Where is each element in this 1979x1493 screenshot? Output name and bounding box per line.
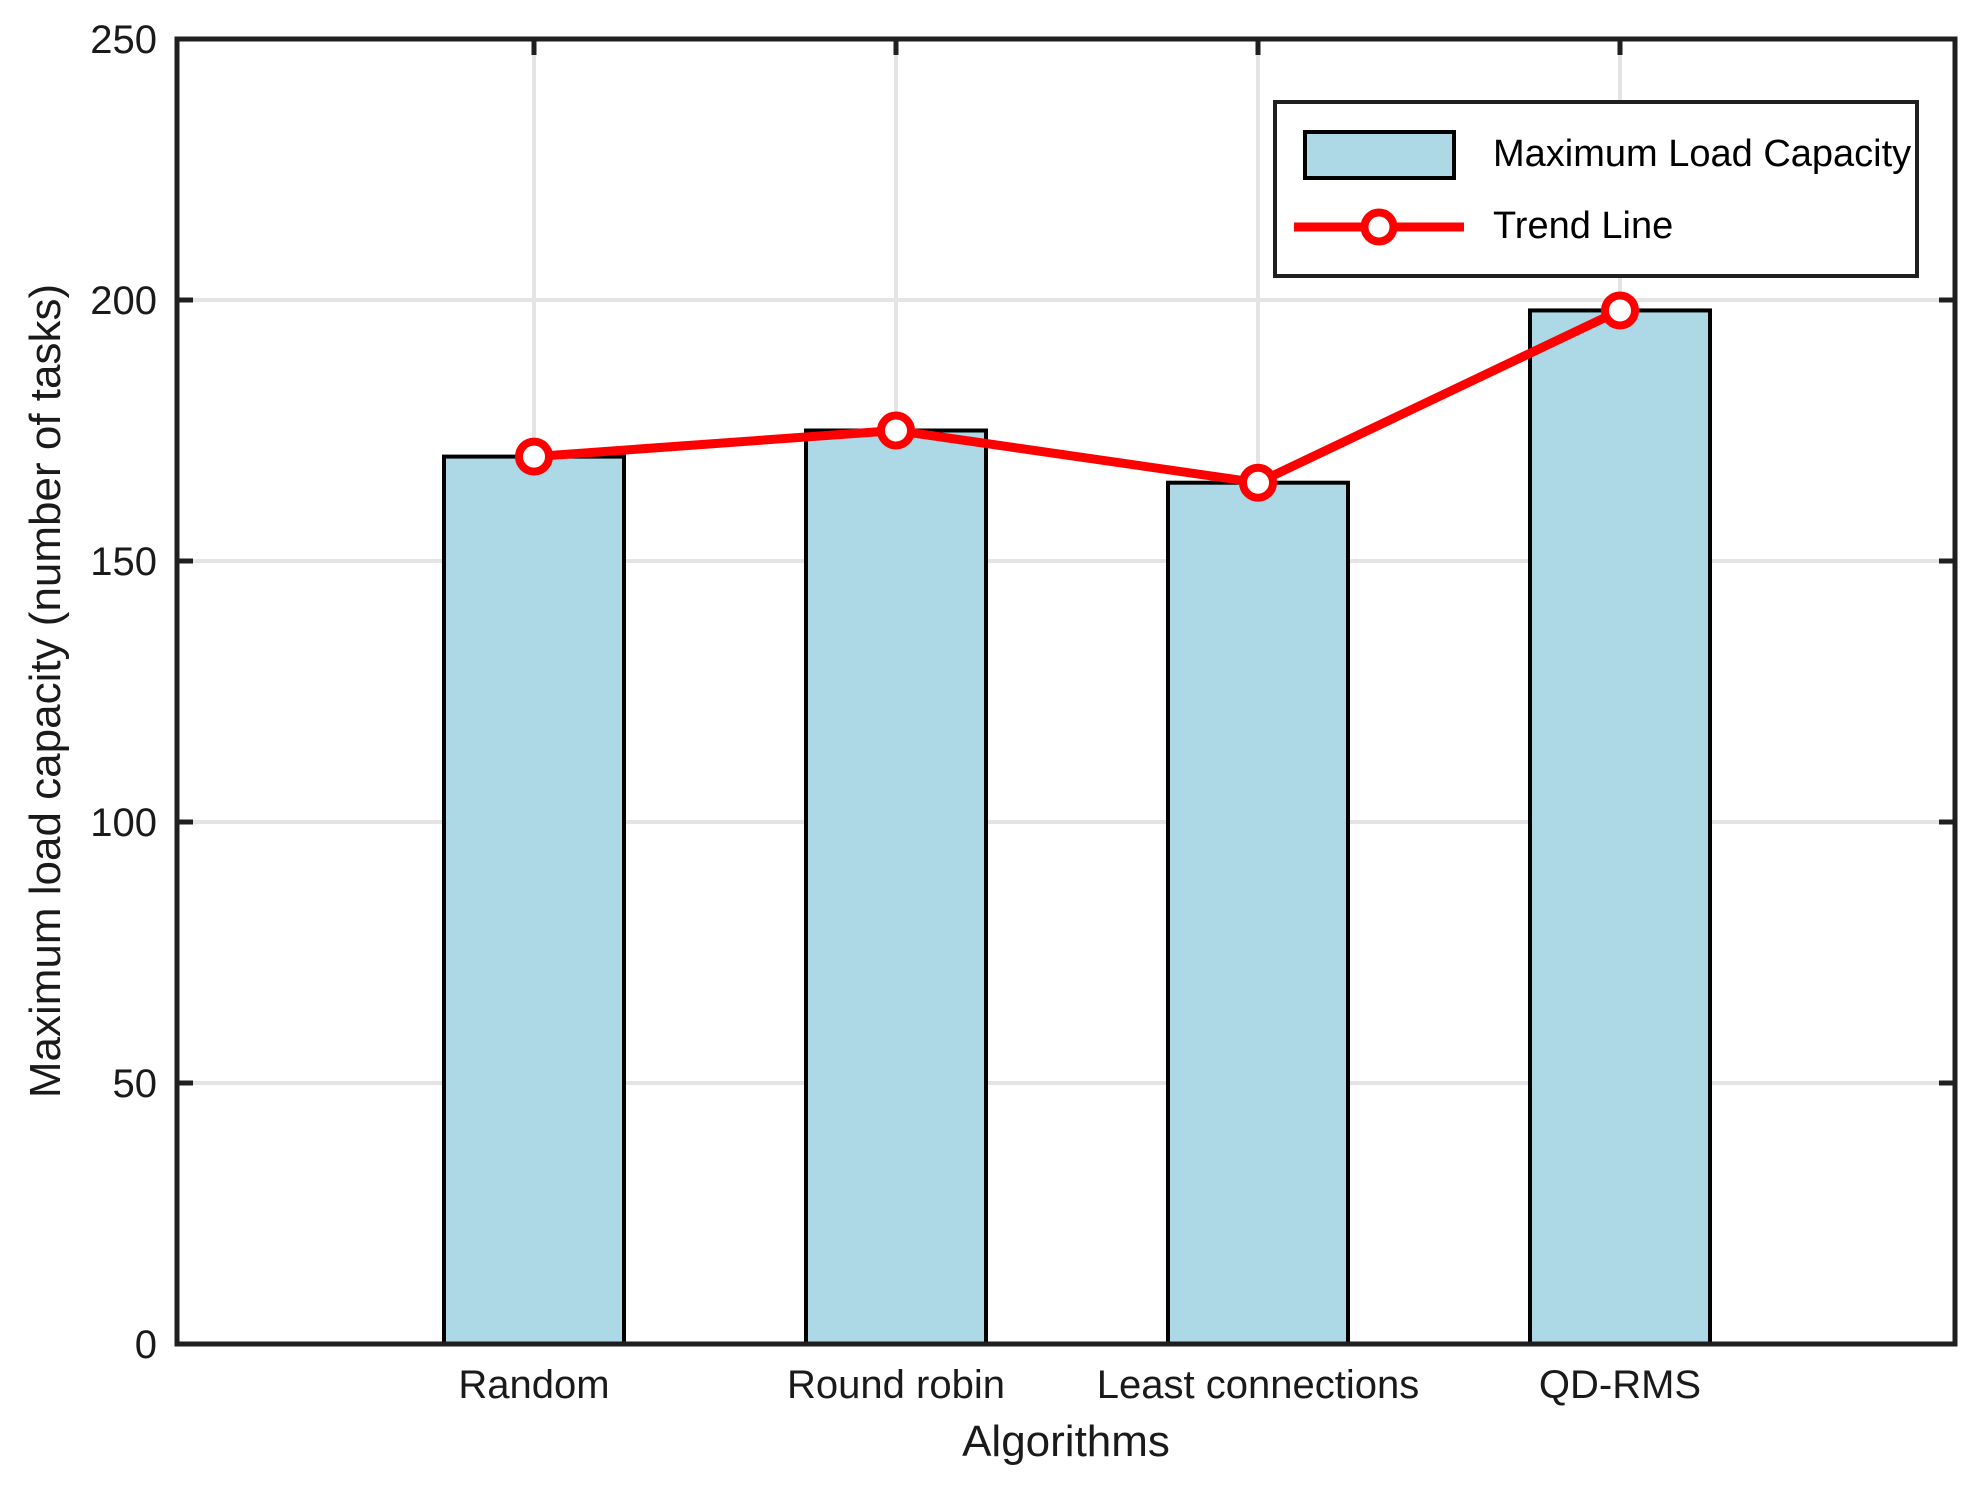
y-tick-label: 150 bbox=[90, 540, 157, 584]
y-tick-label: 100 bbox=[90, 801, 157, 845]
x-axis-label: Algorithms bbox=[962, 1417, 1170, 1466]
axes-border bbox=[174, 36, 1958, 1347]
bar-random bbox=[442, 454, 626, 1347]
trend-marker-least-connections bbox=[1239, 463, 1277, 502]
x-tick-label-qd-rms: QD-RMS bbox=[1539, 1363, 1701, 1407]
x-tick-label-random: Random bbox=[458, 1363, 609, 1407]
y-tick-label: 50 bbox=[113, 1062, 158, 1106]
legend-item-max-load-capacity: Maximum Load Capacity bbox=[1277, 129, 1915, 180]
trend-marker-round-robin bbox=[877, 411, 915, 450]
line-marker-icon bbox=[1294, 207, 1464, 247]
legend: Maximum Load Capacity Trend Line bbox=[1273, 100, 1919, 278]
x-tick-label-round-robin: Round robin bbox=[787, 1363, 1005, 1407]
trend-line bbox=[533, 306, 1622, 488]
y-tick-label: 200 bbox=[90, 279, 157, 323]
legend-label: Trend Line bbox=[1493, 205, 1674, 248]
bar-least-connections bbox=[1166, 480, 1350, 1346]
trend-marker-random bbox=[515, 437, 553, 476]
legend-circle-marker-icon bbox=[1360, 208, 1398, 246]
legend-label: Maximum Load Capacity bbox=[1493, 133, 1912, 176]
y-tick-label: 250 bbox=[90, 18, 157, 62]
bar-qd-rms bbox=[1528, 308, 1712, 1347]
legend-line-swatch-icon bbox=[1277, 207, 1481, 247]
bar-round-robin bbox=[804, 428, 988, 1346]
y-axis-label: Maximum load capacity (number of tasks) bbox=[21, 283, 70, 1099]
legend-bar-swatch-icon bbox=[1277, 129, 1481, 180]
bar-swatch-icon bbox=[1302, 129, 1456, 180]
trend-marker-qd-rms bbox=[1601, 291, 1639, 330]
x-tick-label-least-connections: Least connections bbox=[1097, 1363, 1419, 1407]
y-tick-label: 0 bbox=[135, 1323, 157, 1367]
legend-item-trend-line: Trend Line bbox=[1277, 205, 1915, 248]
